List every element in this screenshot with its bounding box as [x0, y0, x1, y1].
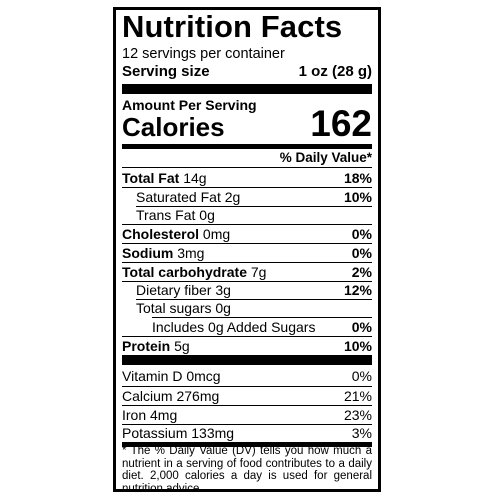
vitamin-row-potassium: Potassium 133mg 3%: [122, 424, 372, 443]
divider: [122, 281, 372, 282]
nutrient-name: Trans Fat: [136, 207, 196, 223]
calories-label: Calories: [122, 112, 225, 142]
nutrient-row-total-fat: Total Fat 14g 18%: [122, 169, 372, 188]
nutrient-dv: 18%: [343, 170, 372, 186]
nutrient-amount: 0g: [199, 207, 215, 223]
nutrient-amount: 3g: [215, 282, 231, 298]
divider: [152, 317, 372, 318]
vitamin-name: Calcium 276mg: [122, 388, 220, 404]
nutrient-dv: 0%: [351, 245, 372, 261]
serving-size-row: Serving size 1 oz (28 g): [122, 62, 372, 81]
nutrient-amount: 0mg: [202, 226, 231, 242]
medium-divider: [122, 144, 372, 149]
nutrient-amount: 0g: [215, 300, 231, 316]
nutrient-dv: 2%: [351, 264, 372, 280]
vitamin-name: Iron 4mg: [122, 407, 178, 423]
nutrient-name: Includes 0g Added Sugars: [152, 319, 316, 335]
nutrient-name: Total carbohydrate: [122, 264, 247, 280]
nutrient-amount: 5g: [174, 338, 190, 354]
serving-size-value: 1 oz (28 g): [298, 63, 372, 80]
nutrient-name: Sodium: [122, 245, 174, 261]
nutrient-name: Total sugars: [136, 300, 212, 316]
nutrient-name: Dietary fiber: [136, 282, 212, 298]
nutrient-dv: 10%: [343, 338, 372, 354]
nutrient-amount: 2g: [224, 189, 241, 205]
divider: [122, 262, 372, 263]
divider: [122, 336, 372, 337]
nutrient-dv: 10%: [343, 189, 372, 205]
nutrient-name: Total Fat: [122, 170, 180, 186]
calories-value: 162: [310, 103, 372, 144]
vitamin-dv: 23%: [343, 407, 372, 423]
vitamin-dv: 21%: [343, 388, 372, 404]
vitamin-row-vitamin-d: Vitamin D 0mcg 0%: [122, 367, 372, 386]
divider: [122, 405, 372, 406]
thick-divider: [122, 355, 372, 365]
nutrient-dv: 0%: [351, 226, 372, 242]
nutrient-dv: 0%: [351, 319, 372, 335]
serving-size-label: Serving size: [122, 63, 210, 80]
vitamin-name: Vitamin D 0mcg: [122, 368, 221, 384]
nutrient-row-trans-fat: Trans Fat 0g: [122, 206, 372, 225]
label-title: Nutrition Facts: [122, 9, 343, 44]
servings-per-container: 12 servings per container: [122, 46, 285, 62]
divider: [136, 206, 372, 207]
divider: [122, 224, 372, 225]
nutrient-dv: 12%: [343, 282, 372, 298]
nutrient-name: Protein: [122, 338, 171, 354]
nutrient-amount: 3mg: [177, 245, 205, 261]
nutrient-row-added-sugars: Includes 0g Added Sugars 0%: [122, 318, 372, 337]
nutrition-facts-panel: Nutrition Facts 12 servings per containe…: [113, 7, 381, 495]
nutrient-name: Cholesterol: [122, 226, 200, 242]
nutrient-row-total-sugars: Total sugars 0g: [122, 299, 372, 318]
divider: [136, 299, 372, 300]
nutrient-row-cholesterol: Cholesterol 0mg 0%: [122, 225, 372, 244]
vitamin-dv: 3%: [351, 425, 372, 441]
daily-value-header: % Daily Value*: [279, 150, 372, 165]
vitamin-row-iron: Iron 4mg 23%: [122, 406, 372, 425]
thick-divider: [122, 84, 372, 94]
nutrient-name: Saturated Fat: [136, 189, 221, 205]
divider: [122, 424, 372, 425]
nutrient-amount: 7g: [250, 264, 267, 280]
nutrient-row-total-carbohydrate: Total carbohydrate 7g 2%: [122, 263, 372, 282]
divider: [122, 187, 372, 188]
footnote: * The % Daily Value (DV) tells you how m…: [122, 445, 372, 495]
medium-divider: [122, 442, 372, 447]
divider: [122, 386, 372, 387]
nutrient-row-dietary-fiber: Dietary fiber 3g 12%: [122, 281, 372, 300]
vitamin-row-calcium: Calcium 276mg 21%: [122, 387, 372, 406]
vitamin-dv: 0%: [351, 368, 372, 384]
amount-per-serving: Amount Per Serving: [122, 97, 257, 113]
nutrient-row-protein: Protein 5g 10%: [122, 337, 372, 356]
vitamin-name: Potassium 133mg: [122, 425, 235, 441]
nutrient-row-saturated-fat: Saturated Fat 2g 10%: [122, 188, 372, 207]
divider: [122, 243, 372, 244]
divider: [122, 167, 372, 168]
nutrient-row-sodium: Sodium 3mg 0%: [122, 244, 372, 263]
nutrient-amount: 14g: [183, 170, 207, 186]
